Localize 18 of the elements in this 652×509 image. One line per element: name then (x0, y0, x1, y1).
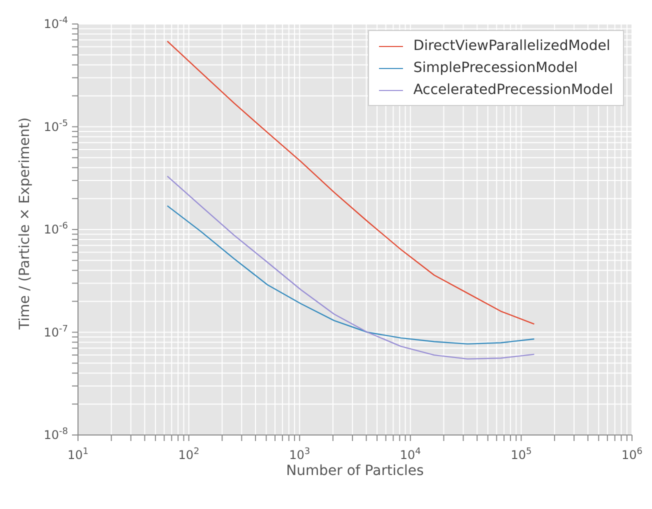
y-tick-label: 10$^{-6}$ (44, 222, 68, 236)
y-tick-label: 10$^{-5}$ (44, 118, 68, 134)
x-tick-label: 10$^{4}$ (400, 447, 422, 462)
y-tick-label: 10$^{-7}$ (44, 324, 68, 340)
legend-label: AcceleratedPrecessionModel (413, 81, 613, 100)
x-tick-label: 10$^{1}$ (67, 447, 89, 462)
line-series (166, 176, 535, 360)
x-tick-label: 10$^{3}$ (289, 447, 310, 462)
y-axis-title: Time / (Particle × Experiment) (16, 117, 33, 330)
x-tick-label: 10$^{5}$ (510, 447, 532, 462)
legend-label: SimplePrecessionModel (413, 59, 578, 78)
y-tick-label: 10$^{-4}$ (44, 16, 68, 31)
x-axis-title: Number of Particles (286, 463, 424, 479)
x-tick-label: 10$^{6}$ (621, 447, 643, 462)
legend-label: DirectViewParallelizedModel (413, 37, 610, 56)
line-series (166, 205, 535, 345)
y-tick-label: 10$^{-8}$ (44, 427, 68, 442)
x-tick-label: 10$^{2}$ (178, 447, 200, 462)
